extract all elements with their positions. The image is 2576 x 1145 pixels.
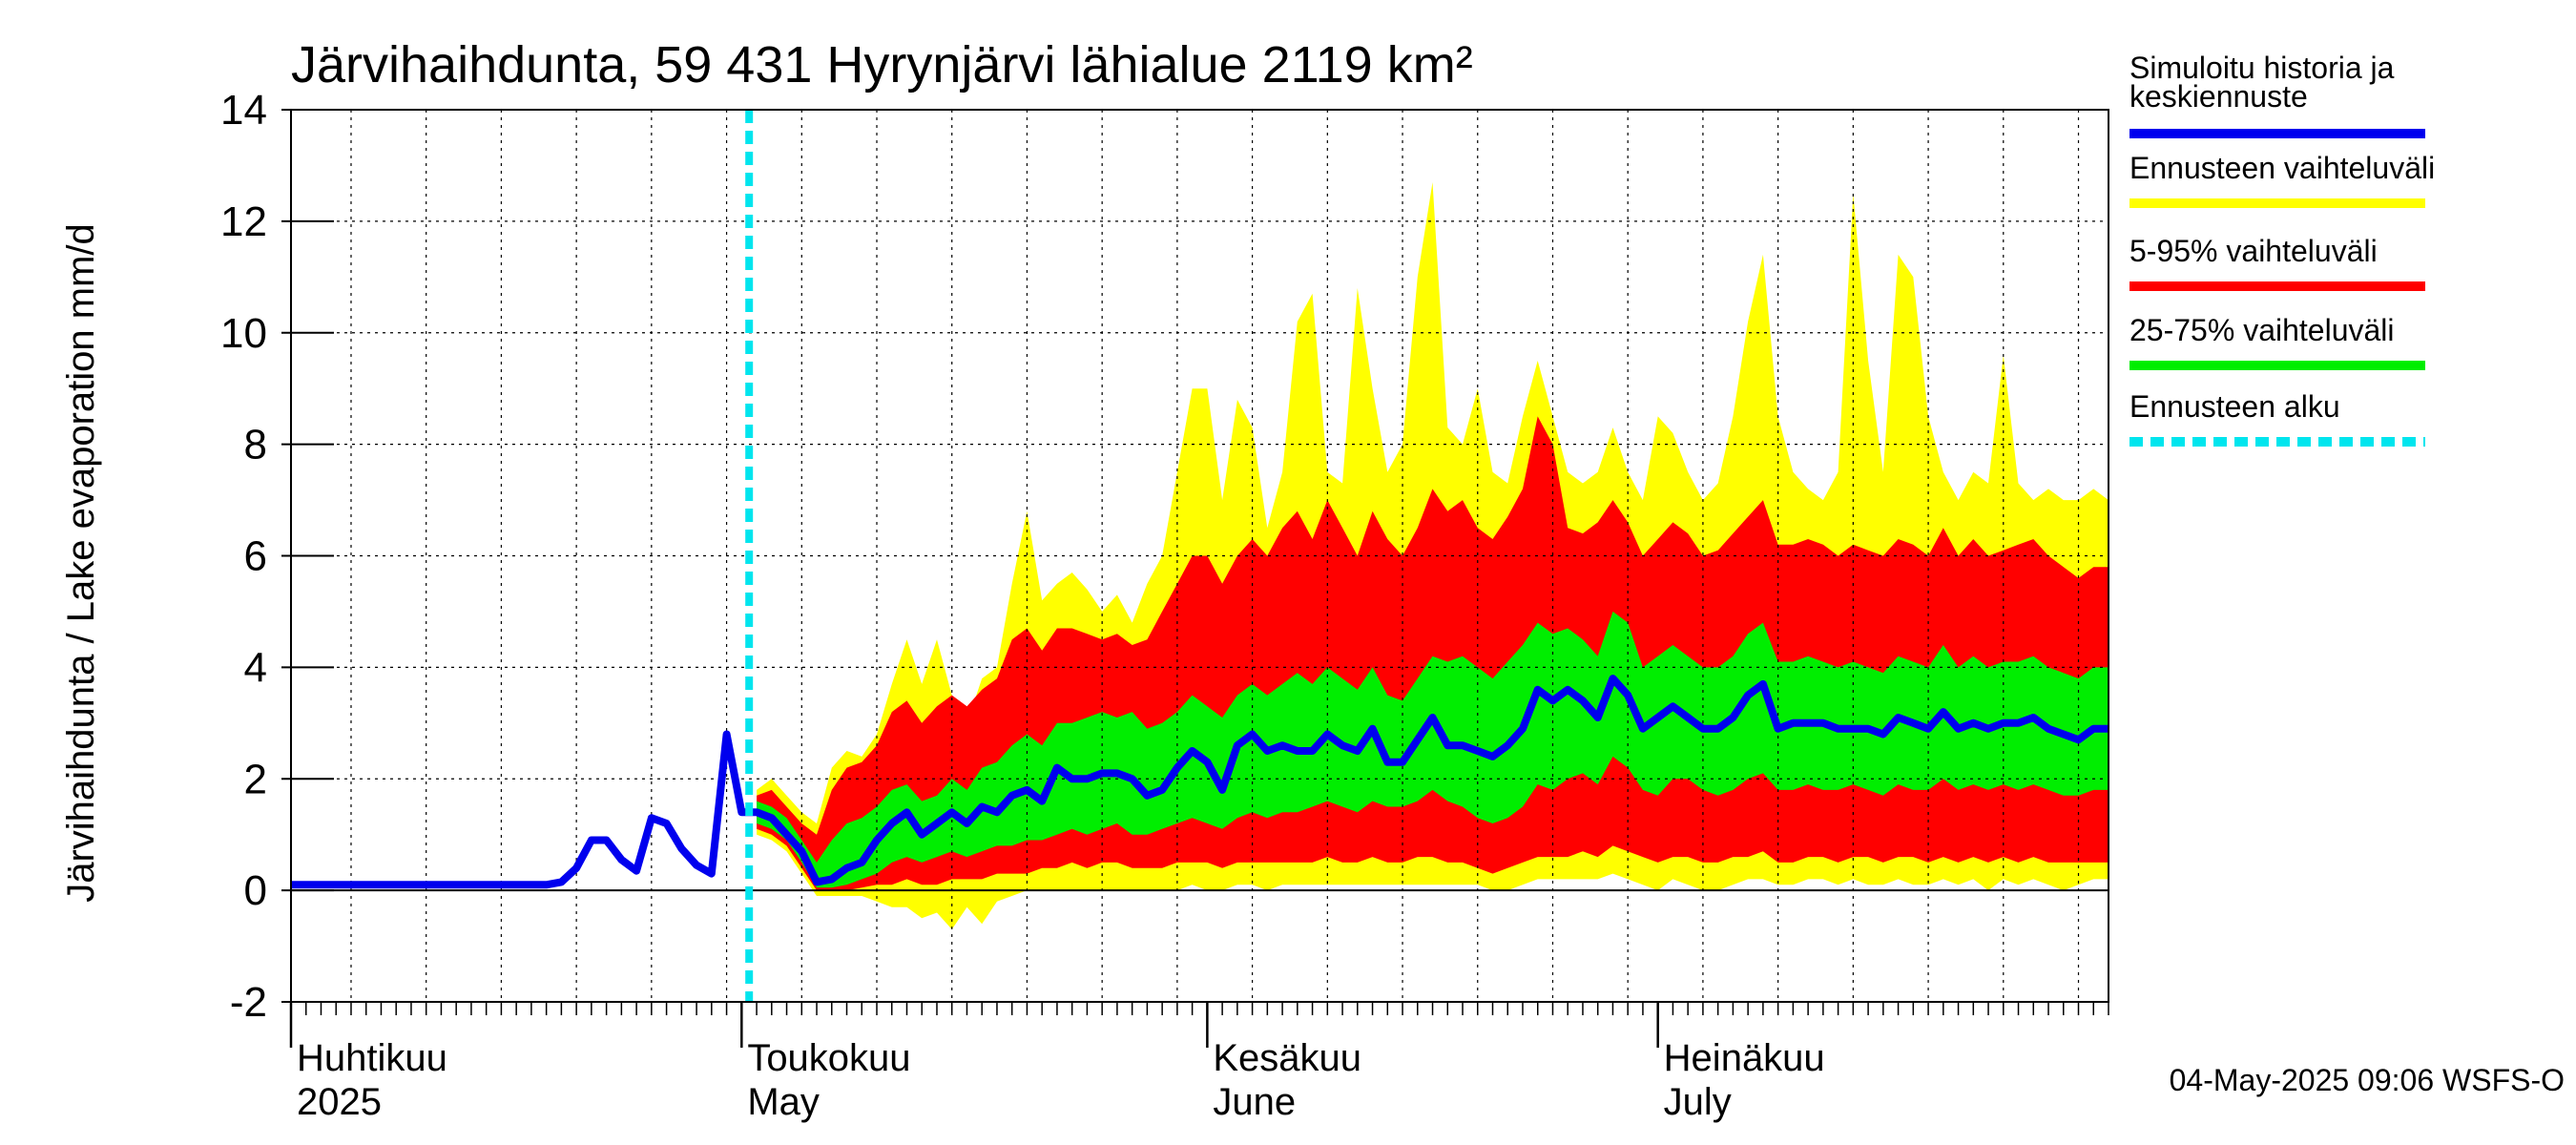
median-history-line — [291, 675, 2109, 889]
legend-label: 25-75% vaihteluväli — [2129, 313, 2395, 347]
legend-label: Ennusteen alku — [2129, 389, 2340, 424]
y-tick-label: 2 — [244, 756, 267, 802]
y-tick-label: 12 — [220, 198, 267, 245]
y-tick-label: 6 — [244, 533, 267, 580]
y-tick-label: 4 — [244, 644, 267, 691]
x-month-label: Kesäkuu — [1213, 1037, 1361, 1079]
y-tick-label: 14 — [220, 87, 267, 134]
legend-label-line2: keskiennuste — [2129, 79, 2308, 114]
y-tick-label: 0 — [244, 867, 267, 914]
x-month-sublabel: 2025 — [297, 1081, 382, 1123]
x-month-label: Toukokuu — [747, 1037, 910, 1079]
x-month-sublabel: May — [747, 1081, 820, 1123]
x-month-sublabel: July — [1664, 1081, 1732, 1123]
legend-label: 5-95% vaihteluväli — [2129, 234, 2378, 268]
y-tick-labels: -2 0 2 4 6 8 10 12 14 — [220, 87, 267, 1026]
x-month-label: Heinäkuu — [1664, 1037, 1825, 1079]
y-axis-label: Järvihaihdunta / Lake evaporation mm/d — [60, 223, 102, 903]
legend-label: Simuloitu historia ja — [2129, 51, 2395, 85]
y-tick-label: -2 — [230, 979, 267, 1026]
y-tick-label: 8 — [244, 422, 267, 468]
x-month-label: Huhtikuu — [297, 1037, 447, 1079]
plot-areas — [757, 182, 2109, 929]
axes — [281, 109, 2109, 1048]
p25-75-area — [757, 611, 2109, 888]
timestamp-label: 04-May-2025 09:06 WSFS-O — [2170, 1063, 2565, 1097]
chart-title: Järvihaihdunta, 59 431 Hyrynjärvi lähial… — [291, 36, 1473, 94]
x-month-sublabel: June — [1213, 1081, 1296, 1123]
grid-lines — [291, 110, 2109, 1002]
legend-label: Ennusteen vaihteluväli — [2129, 151, 2435, 185]
series-lines — [291, 110, 2109, 1002]
y-tick-label: 10 — [220, 310, 267, 357]
